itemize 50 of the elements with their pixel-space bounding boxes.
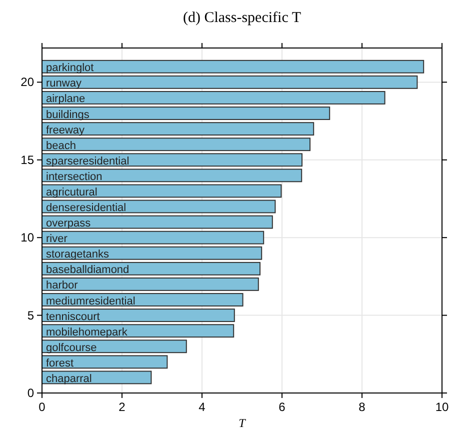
bar	[42, 340, 187, 354]
bar	[42, 106, 330, 120]
data-label: tenniscourt	[46, 310, 100, 323]
bar	[42, 122, 314, 136]
bar	[42, 153, 302, 167]
chart-title: (d) Class-specific T	[182, 10, 302, 26]
x-axis-title: T	[238, 416, 247, 430]
y-tick-label: 5	[27, 308, 34, 322]
bar	[42, 246, 262, 260]
data-label: baseballdiamond	[46, 264, 130, 276]
data-label: overpass	[46, 218, 92, 230]
data-label: denseresidential	[46, 202, 126, 214]
data-label: parkinglot	[46, 62, 94, 74]
data-label: forest	[46, 357, 74, 370]
data-label: freeway	[46, 124, 86, 136]
x-tick-label: 8	[358, 400, 366, 414]
data-label: harbor	[46, 280, 78, 292]
data-label: runway	[46, 78, 82, 90]
bar	[42, 138, 310, 152]
bar	[42, 278, 259, 291]
data-label: mobilehomepark	[46, 326, 128, 338]
x-tick-label: 2	[118, 400, 126, 414]
data-label: golfcourse	[46, 342, 97, 354]
data-label: river	[46, 233, 68, 246]
bar	[42, 215, 273, 229]
bar	[42, 230, 264, 244]
y-tick-label: 0	[27, 386, 34, 400]
bar	[42, 91, 386, 104]
y-tick-label: 20	[20, 75, 34, 90]
bar	[42, 184, 282, 198]
x-tick-label: 6	[278, 400, 286, 414]
bar	[42, 308, 235, 322]
bar	[42, 75, 418, 89]
data-label: airplane	[46, 93, 86, 106]
data-label: sparseresidential	[46, 155, 130, 168]
x-tick-label: 4	[198, 400, 206, 414]
data-label: beach	[46, 140, 76, 152]
x-tick-label: 0	[38, 400, 46, 414]
bar	[42, 168, 302, 182]
data-label: chaparral	[46, 372, 92, 385]
data-label: mediumresidential	[46, 295, 136, 308]
bar	[42, 355, 168, 369]
data-label: storagetanks	[46, 248, 110, 261]
data-label: buildings	[46, 108, 90, 121]
x-tick-label: 10	[435, 400, 449, 414]
data-label: agricutural	[46, 186, 98, 198]
y-tick-label: 15	[20, 152, 34, 167]
y-tick-label: 10	[20, 230, 34, 245]
data-label: intersection	[46, 170, 102, 183]
bar	[42, 60, 424, 74]
